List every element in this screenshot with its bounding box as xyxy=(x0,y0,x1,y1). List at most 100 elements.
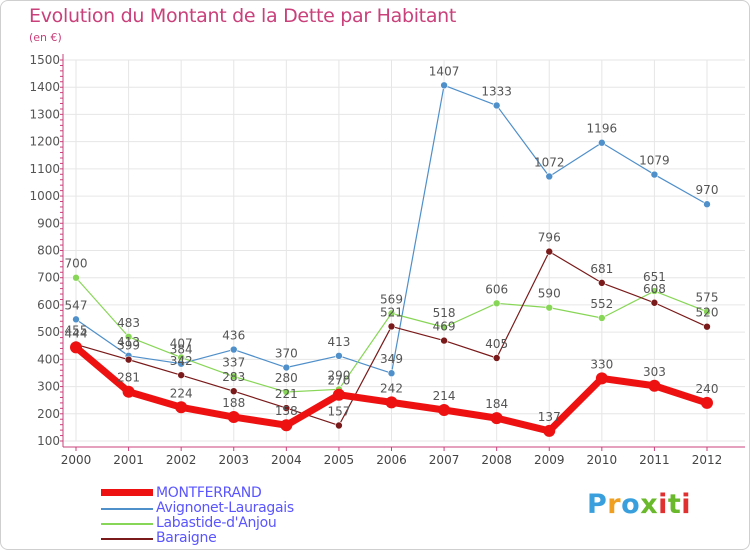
data-label: 575 xyxy=(696,291,719,305)
data-point xyxy=(492,354,501,362)
data-label: 303 xyxy=(643,365,666,379)
y-tick-label: 500 xyxy=(37,325,60,339)
line-chart: 100 200 300 400 500 600 700 800 900 1000 1100 1200 1… xyxy=(29,53,745,467)
y-tick-label: 300 xyxy=(37,380,60,394)
data-point xyxy=(440,336,448,345)
data-point xyxy=(282,404,291,412)
legend-swatch xyxy=(101,489,153,496)
data-point xyxy=(229,372,238,381)
data-point xyxy=(282,363,291,372)
data-point xyxy=(177,353,185,362)
data-label: 270 xyxy=(327,374,350,388)
x-tick-label: 2012 xyxy=(692,453,723,467)
data-label: 370 xyxy=(275,347,298,361)
data-label: 281 xyxy=(117,371,140,385)
data-point xyxy=(545,172,554,181)
data-label: 280 xyxy=(275,371,298,385)
data-label: 608 xyxy=(643,282,666,296)
data-label: 606 xyxy=(485,282,508,296)
logo-letter: i xyxy=(658,489,668,520)
data-label: 651 xyxy=(643,270,666,284)
x-tick-label: 2006 xyxy=(376,453,407,467)
data-label: 337 xyxy=(222,356,245,370)
y-tick-label: 200 xyxy=(37,407,60,421)
y-tick-label: 400 xyxy=(37,352,60,366)
data-point xyxy=(229,387,238,395)
y-tick-label: 1200 xyxy=(29,135,60,149)
y-tick-label: 600 xyxy=(37,298,60,312)
chart-unit-label: (en €) xyxy=(29,31,62,44)
y-tick-label: 1000 xyxy=(29,189,60,203)
data-point xyxy=(598,279,606,287)
data-point xyxy=(703,200,711,209)
data-point xyxy=(440,323,448,332)
legend-swatch xyxy=(101,523,153,525)
data-point xyxy=(227,411,240,424)
data-point xyxy=(387,369,396,378)
data-label: 214 xyxy=(433,389,456,403)
legend-label: Baraigne xyxy=(156,530,217,546)
data-label: 547 xyxy=(65,298,88,312)
data-point xyxy=(598,314,606,322)
data-label: 436 xyxy=(222,329,245,343)
data-point xyxy=(545,247,554,256)
legend-item: Labastide-d'Anjou xyxy=(101,515,341,532)
chart-title: Evolution du Montant de la Dette par Hab… xyxy=(29,5,457,27)
data-label: 349 xyxy=(380,352,403,366)
x-tick-label: 2000 xyxy=(61,453,92,467)
data-label: 290 xyxy=(327,368,350,382)
data-point xyxy=(124,355,133,364)
logo-letter: r xyxy=(607,489,622,520)
x-tick-label: 2002 xyxy=(166,453,197,467)
y-tick-label: 1500 xyxy=(29,53,60,67)
data-label: 1407 xyxy=(429,64,460,78)
data-label: 518 xyxy=(433,306,456,320)
x-tick-label: 2005 xyxy=(324,453,355,467)
data-label: 240 xyxy=(696,382,719,396)
y-tick-label: 1300 xyxy=(29,107,60,121)
x-tick-label: 2009 xyxy=(534,453,565,467)
legend: MONTFERRAND Avignonet-Lauragais Labastide-… xyxy=(101,485,341,547)
data-label: 700 xyxy=(65,257,88,271)
legend-swatch xyxy=(101,508,153,510)
data-label: 405 xyxy=(485,337,508,351)
logo-letter: t xyxy=(667,489,682,520)
data-label: 1079 xyxy=(639,154,670,168)
data-label: 157 xyxy=(327,404,350,418)
data-point xyxy=(438,403,451,416)
legend-label: MONTFERRAND xyxy=(156,485,262,501)
x-tick-label: 2010 xyxy=(587,453,618,467)
data-point xyxy=(124,332,133,341)
data-label: 413 xyxy=(327,335,350,349)
data-label: 1196 xyxy=(587,122,618,136)
data-label: 399 xyxy=(117,339,140,353)
data-point xyxy=(545,303,554,312)
data-point xyxy=(492,299,501,308)
data-point xyxy=(703,307,711,316)
data-point xyxy=(177,371,185,379)
data-point xyxy=(335,421,343,430)
data-label: 224 xyxy=(170,386,193,400)
data-point xyxy=(175,401,188,414)
data-label: 1333 xyxy=(481,84,512,98)
data-label: 188 xyxy=(222,396,245,410)
data-label: 552 xyxy=(590,297,613,311)
x-tick-label: 2001 xyxy=(113,453,144,467)
data-point xyxy=(229,345,238,354)
legend-item: Avignonet-Lauragais xyxy=(101,500,341,517)
data-label: 137 xyxy=(538,410,561,424)
data-label: 221 xyxy=(275,387,298,401)
legend-item: Baraigne xyxy=(101,530,341,547)
data-label: 590 xyxy=(538,287,561,301)
data-label: 796 xyxy=(538,231,561,245)
data-label: 455 xyxy=(65,323,88,337)
legend-item: MONTFERRAND xyxy=(101,485,341,502)
x-tick-label: 2011 xyxy=(639,453,670,467)
data-point xyxy=(595,372,608,385)
data-label: 569 xyxy=(380,292,403,306)
data-point xyxy=(387,322,396,331)
data-label: 681 xyxy=(590,262,613,276)
data-label: 1072 xyxy=(534,155,565,169)
y-tick-label: 1400 xyxy=(29,80,60,94)
